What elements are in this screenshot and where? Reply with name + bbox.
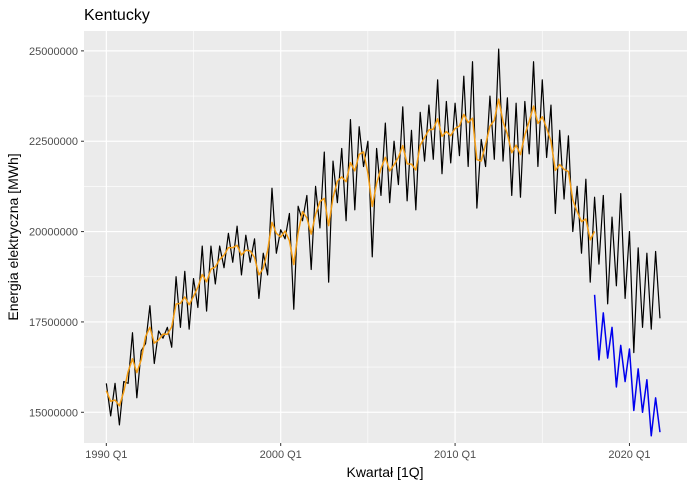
x-tick-label: 2020 Q1 <box>608 449 650 461</box>
x-tick-label: 2010 Q1 <box>434 449 476 461</box>
y-tick-label: 22500000 <box>29 136 78 148</box>
series-line-forecast <box>593 294 661 437</box>
y-tick-label: 20000000 <box>29 227 78 239</box>
y-tick-label: 17500000 <box>29 317 78 329</box>
x-axis: 1990 Q1 2000 Q1 2010 Q1 2020 Q1 <box>85 443 651 461</box>
plot-background <box>84 31 687 443</box>
series-lines <box>105 48 661 437</box>
y-tick-label: 15000000 <box>29 407 78 419</box>
x-tick-label: 2000 Q1 <box>260 449 302 461</box>
series-line-observed <box>105 48 661 426</box>
x-axis-label: Kwartał [1Q] <box>346 464 423 480</box>
y-axis: 15000000 17500000 20000000 22500000 25000000 <box>29 46 84 419</box>
x-tick-label: 1990 Q1 <box>85 449 127 461</box>
series-line-fitted <box>105 98 596 407</box>
chart-title: Kentucky <box>84 7 150 24</box>
y-tick-label: 25000000 <box>29 46 78 58</box>
y-axis-label: Energia elektryczna [MWh] <box>5 153 21 320</box>
